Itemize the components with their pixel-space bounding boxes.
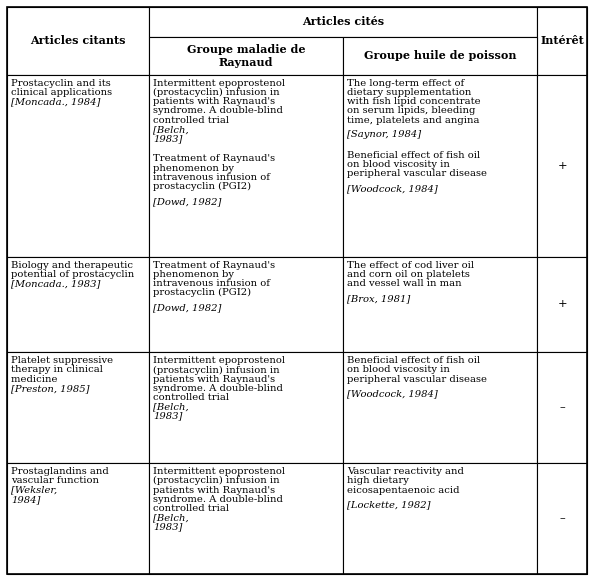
Bar: [343, 257, 538, 352]
Text: potential of prostacyclin: potential of prostacyclin: [11, 270, 134, 279]
Text: intravenous infusion of: intravenous infusion of: [153, 173, 270, 182]
Bar: [538, 7, 587, 75]
Text: Intermittent epoprostenol: Intermittent epoprostenol: [153, 356, 285, 365]
Text: [Moncada., 1984]: [Moncada., 1984]: [11, 97, 100, 106]
Text: dietary supplementation: dietary supplementation: [347, 88, 472, 97]
Text: Biology and therapeutic: Biology and therapeutic: [11, 261, 133, 270]
Bar: [7, 257, 148, 352]
Text: 1984]: 1984]: [11, 495, 40, 504]
Text: (prostacyclin) infusion in: (prostacyclin) infusion in: [153, 365, 280, 375]
Text: –: –: [560, 403, 565, 413]
Text: and vessel wall in man: and vessel wall in man: [347, 279, 462, 288]
Text: on blood viscosity in: on blood viscosity in: [347, 365, 450, 374]
Bar: [7, 7, 148, 75]
Text: Intermittent epoprostenol: Intermittent epoprostenol: [153, 467, 285, 476]
Text: Intermittent epoprostenol: Intermittent epoprostenol: [153, 79, 285, 88]
Text: Prostaglandins and: Prostaglandins and: [11, 467, 109, 476]
Bar: [538, 463, 587, 574]
Text: [Belch,: [Belch,: [153, 125, 188, 134]
Text: high dietary: high dietary: [347, 476, 409, 485]
Text: [Moncada., 1983]: [Moncada., 1983]: [11, 279, 100, 288]
Text: [Woodcock, 1984]: [Woodcock, 1984]: [347, 389, 438, 399]
Text: (prostacyclin) infusion in: (prostacyclin) infusion in: [153, 476, 280, 486]
Text: controlled trial: controlled trial: [153, 393, 232, 402]
Text: prostacyclin (PGI2): prostacyclin (PGI2): [153, 182, 251, 191]
Text: patients with Raynaud's: patients with Raynaud's: [153, 486, 275, 494]
Text: therapy in clinical: therapy in clinical: [11, 365, 103, 374]
Text: Articles citants: Articles citants: [30, 35, 126, 46]
Text: syndrome. A double-blind: syndrome. A double-blind: [153, 495, 283, 504]
Text: intravenous infusion of: intravenous infusion of: [153, 279, 270, 288]
Text: [Belch,: [Belch,: [153, 402, 188, 411]
Text: +: +: [557, 299, 567, 309]
Bar: [148, 37, 343, 75]
Text: Vascular reactivity and: Vascular reactivity and: [347, 467, 464, 476]
Bar: [343, 37, 538, 75]
Text: Platelet suppressive: Platelet suppressive: [11, 356, 113, 365]
Bar: [148, 257, 343, 352]
Text: +: +: [557, 161, 567, 171]
Bar: [538, 75, 587, 257]
Text: The long-term effect of: The long-term effect of: [347, 79, 465, 88]
Text: patients with Raynaud's: patients with Raynaud's: [153, 97, 275, 106]
Text: clinical applications: clinical applications: [11, 88, 112, 97]
Bar: [7, 463, 148, 574]
Text: –: –: [560, 514, 565, 523]
Bar: [7, 75, 148, 257]
Text: with fish lipid concentrate: with fish lipid concentrate: [347, 97, 481, 106]
Text: eicosapentaenoic acid: eicosapentaenoic acid: [347, 486, 460, 494]
Text: controlled trial: controlled trial: [153, 504, 232, 513]
Bar: [343, 463, 538, 574]
Text: [Woodcock, 1984]: [Woodcock, 1984]: [347, 184, 438, 193]
Text: peripheral vascular disease: peripheral vascular disease: [347, 375, 487, 383]
Bar: [7, 352, 148, 463]
Text: medicine: medicine: [11, 375, 61, 383]
Text: Beneficial effect of fish oil: Beneficial effect of fish oil: [347, 356, 481, 365]
Text: 1983]: 1983]: [153, 522, 182, 532]
Text: The effect of cod liver oil: The effect of cod liver oil: [347, 261, 474, 270]
Bar: [148, 7, 538, 37]
Text: patients with Raynaud's: patients with Raynaud's: [153, 375, 275, 383]
Text: Groupe maladie de
Raynaud: Groupe maladie de Raynaud: [187, 44, 305, 67]
Text: Treatment of Raynaud's: Treatment of Raynaud's: [153, 155, 275, 163]
Text: Beneficial effect of fish oil: Beneficial effect of fish oil: [347, 150, 481, 160]
Text: Treatment of Raynaud's: Treatment of Raynaud's: [153, 261, 275, 270]
Bar: [538, 352, 587, 463]
Bar: [148, 75, 343, 257]
Text: on serum lipids, bleeding: on serum lipids, bleeding: [347, 106, 476, 116]
Bar: [148, 352, 343, 463]
Text: [Lockette, 1982]: [Lockette, 1982]: [347, 500, 431, 510]
Text: syndrome. A double-blind: syndrome. A double-blind: [153, 384, 283, 393]
Text: [Brox, 1981]: [Brox, 1981]: [347, 294, 410, 303]
Text: Prostacyclin and its: Prostacyclin and its: [11, 79, 111, 88]
Text: peripheral vascular disease: peripheral vascular disease: [347, 169, 487, 178]
Text: [Weksler,: [Weksler,: [11, 486, 58, 494]
Text: 1983]: 1983]: [153, 134, 182, 143]
Text: phenomenon by: phenomenon by: [153, 270, 234, 279]
Text: [Belch,: [Belch,: [153, 513, 188, 522]
Text: [Dowd, 1982]: [Dowd, 1982]: [153, 197, 222, 206]
Bar: [538, 257, 587, 352]
Text: Articles cités: Articles cités: [302, 16, 384, 27]
Text: [Saynor, 1984]: [Saynor, 1984]: [347, 131, 421, 139]
Bar: [343, 75, 538, 257]
Text: on blood viscosity in: on blood viscosity in: [347, 160, 450, 169]
Text: vascular function: vascular function: [11, 476, 102, 485]
Text: [Dowd, 1982]: [Dowd, 1982]: [153, 303, 222, 312]
Text: controlled trial: controlled trial: [153, 116, 232, 125]
Text: time, platelets and angina: time, platelets and angina: [347, 116, 480, 125]
Text: syndrome. A double-blind: syndrome. A double-blind: [153, 106, 283, 116]
Text: Intérêt: Intérêt: [541, 35, 584, 46]
Text: prostacyclin (PGI2): prostacyclin (PGI2): [153, 288, 251, 297]
Bar: [343, 352, 538, 463]
Bar: [148, 463, 343, 574]
Text: Groupe huile de poisson: Groupe huile de poisson: [364, 50, 517, 61]
Text: phenomenon by: phenomenon by: [153, 164, 234, 173]
Text: (prostacyclin) infusion in: (prostacyclin) infusion in: [153, 88, 280, 97]
Text: and corn oil on platelets: and corn oil on platelets: [347, 270, 470, 279]
Text: 1983]: 1983]: [153, 411, 182, 421]
Text: [Preston, 1985]: [Preston, 1985]: [11, 384, 90, 393]
